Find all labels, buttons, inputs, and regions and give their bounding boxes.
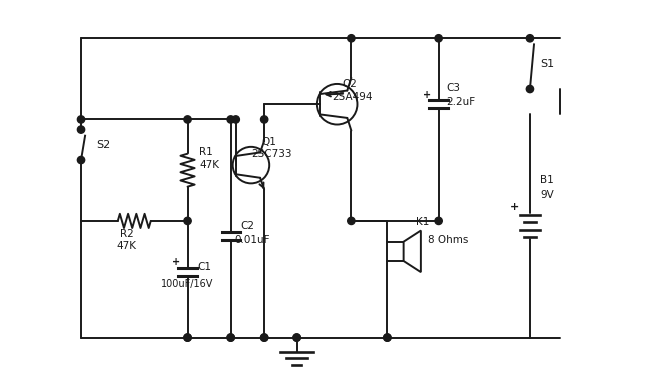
Text: 47K: 47K <box>199 160 219 170</box>
Circle shape <box>293 334 300 341</box>
Text: C2: C2 <box>241 221 255 231</box>
Circle shape <box>184 116 191 123</box>
Text: +: + <box>173 257 180 267</box>
Circle shape <box>77 126 84 133</box>
Text: S1: S1 <box>540 59 554 69</box>
Text: 100uF/16V: 100uF/16V <box>162 279 214 289</box>
Text: Q1: Q1 <box>261 137 276 147</box>
Circle shape <box>232 116 239 123</box>
Circle shape <box>227 334 234 341</box>
Circle shape <box>260 116 268 123</box>
Circle shape <box>184 217 191 225</box>
Circle shape <box>293 334 300 341</box>
Circle shape <box>227 334 234 341</box>
Bar <box>387 242 404 261</box>
Text: C3: C3 <box>447 83 460 93</box>
Text: +: + <box>510 202 519 212</box>
Circle shape <box>384 334 391 341</box>
Text: 2.2uF: 2.2uF <box>447 97 475 107</box>
Circle shape <box>184 334 191 341</box>
Text: K1: K1 <box>416 217 429 227</box>
Circle shape <box>384 334 391 341</box>
Circle shape <box>435 217 442 225</box>
Text: Q2: Q2 <box>342 79 357 89</box>
Circle shape <box>526 85 533 93</box>
Text: B1: B1 <box>540 175 554 185</box>
Circle shape <box>348 35 355 42</box>
Circle shape <box>260 334 268 341</box>
Circle shape <box>435 35 442 42</box>
Circle shape <box>526 35 533 42</box>
Text: 2SC733: 2SC733 <box>251 149 291 159</box>
Text: 47K: 47K <box>117 241 137 251</box>
Text: 0.01uF: 0.01uF <box>235 235 270 245</box>
Circle shape <box>227 116 234 123</box>
Circle shape <box>348 217 355 225</box>
Text: 2SA494: 2SA494 <box>332 91 373 102</box>
Circle shape <box>260 334 268 341</box>
Circle shape <box>184 334 191 341</box>
Polygon shape <box>404 230 421 272</box>
Circle shape <box>77 116 84 123</box>
Text: 9V: 9V <box>540 190 554 200</box>
Text: C1: C1 <box>198 262 212 272</box>
Text: 8 Ohms: 8 Ohms <box>428 235 469 245</box>
Text: S2: S2 <box>96 140 110 150</box>
Text: R2: R2 <box>120 229 134 239</box>
Circle shape <box>77 156 84 164</box>
Text: R1: R1 <box>199 147 213 157</box>
Text: +: + <box>423 90 432 100</box>
